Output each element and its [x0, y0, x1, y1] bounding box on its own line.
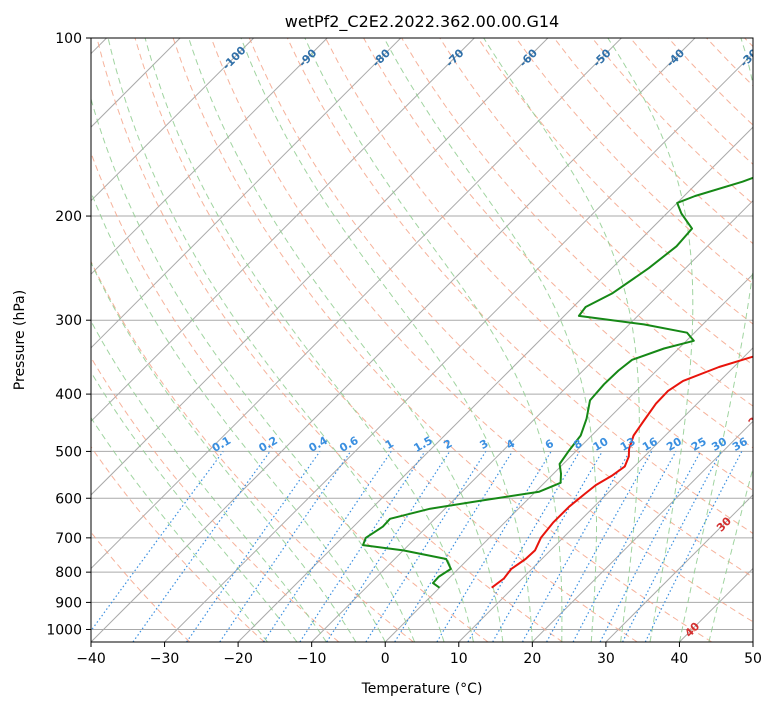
isotherm-line: [91, 38, 475, 423]
temperature-profile-line: [491, 355, 753, 589]
x-axis: −40 −30 −20 −10 0 10 20 30 40 50: [76, 642, 762, 667]
mixing-ratio-line: [299, 451, 426, 642]
gridlines: [91, 38, 753, 642]
mixing-ratio-line: [394, 451, 513, 642]
x-tick-label: 10: [450, 651, 468, 667]
dry-adiabat-line: [515, 38, 753, 285]
profile-lines: [362, 176, 753, 589]
y-tick-label: 700: [55, 531, 82, 547]
plot-frame: [90, 37, 754, 643]
mixing-ratio-line: [262, 451, 392, 642]
isotherm-line: [605, 494, 753, 642]
moist-adiabat-line: [91, 261, 357, 642]
isotherm-line: [237, 126, 753, 642]
y-tick-label: 500: [55, 444, 82, 460]
moist-adiabat-line: [607, 38, 694, 642]
background-lines: [91, 38, 753, 642]
isotherm-line: [91, 38, 402, 349]
moist-adiabat-line: [483, 38, 640, 642]
moist-adiabat-line: [383, 38, 597, 642]
moist-adiabat-line: [240, 38, 533, 642]
x-axis-title: Temperature (°C): [361, 681, 483, 697]
moist-adiabat-line: [188, 38, 504, 642]
y-tick-label: 400: [55, 387, 82, 403]
y-tick-label: 100: [55, 31, 82, 47]
dry-adiabat-line: [286, 38, 753, 535]
mixing-ratio-line: [219, 451, 352, 642]
x-tick-label: 50: [744, 651, 762, 667]
moist-adiabat-line: [91, 371, 298, 642]
mixing-ratio-line: [572, 451, 677, 642]
y-tick-label: 600: [55, 491, 82, 507]
moist-adiabat-line: [144, 38, 474, 642]
moist-adiabat-line: [107, 38, 445, 642]
y-tick-label: 1000: [46, 622, 82, 638]
dewpoint-profile-line: [362, 176, 753, 589]
dry-adiabat-line: [91, 445, 265, 642]
isotherm-line: [384, 273, 753, 642]
mixing-ratio-line: [91, 451, 224, 632]
dry-adiabat-line: [248, 38, 753, 578]
x-tick-label: −30: [150, 651, 180, 667]
dry-adiabat-line: [325, 38, 753, 491]
chart-title: wetPf2_C2E2.2022.362.00.00.G14: [285, 12, 559, 32]
moist-adiabat-line: [678, 38, 753, 642]
x-tick-label: 0: [381, 651, 390, 667]
isotherm-line: [91, 38, 622, 570]
x-tick-label: −40: [76, 651, 106, 667]
isotherm-line: [91, 38, 696, 642]
isotherm-line: [164, 52, 753, 642]
isotherm-label: 20: [746, 409, 766, 429]
dry-adiabat-line: [96, 38, 563, 642]
mixing-ratio-line: [326, 451, 451, 642]
isotherm-line: [91, 38, 255, 202]
dry-adiabat-line: [91, 260, 414, 642]
y-tick-label: 900: [55, 595, 82, 611]
mixing-ratio-line: [186, 451, 321, 642]
isotherm-line: [531, 420, 753, 642]
y-tick-label: 800: [55, 565, 82, 581]
isotherm-line: [91, 38, 549, 496]
moist-adiabat-line: [91, 416, 268, 642]
mixing-ratio-line: [644, 451, 743, 642]
isotherm-line: [91, 38, 328, 275]
y-axis-title: Pressure (hPa): [12, 290, 28, 390]
dry-adiabat-line: [134, 38, 638, 642]
y-tick-label: 300: [55, 313, 82, 329]
dry-adiabat-line: [172, 38, 713, 642]
x-tick-label: 20: [523, 651, 541, 667]
dry-adiabat-line: [210, 38, 753, 623]
dry-adiabat-line: [91, 356, 340, 642]
isotherm-line: [458, 347, 753, 642]
x-tick-label: 40: [671, 651, 689, 667]
x-tick-label: 30: [597, 651, 615, 667]
mixing-ratio-line: [546, 451, 653, 642]
moist-adiabat-line: [91, 320, 327, 642]
x-tick-label: −10: [297, 651, 327, 667]
y-tick-label: 200: [55, 209, 82, 225]
x-tick-label: −20: [223, 651, 253, 667]
y-axis: 100 200 300 400 500 600 700 800 900 1000: [46, 31, 91, 638]
moist-adiabat-line: [708, 466, 753, 642]
mixing-ratio-line: [521, 451, 631, 642]
moist-adiabat-line: [91, 97, 416, 642]
mixing-ratio-line: [132, 451, 271, 642]
moist-adiabat-line: [91, 190, 386, 642]
